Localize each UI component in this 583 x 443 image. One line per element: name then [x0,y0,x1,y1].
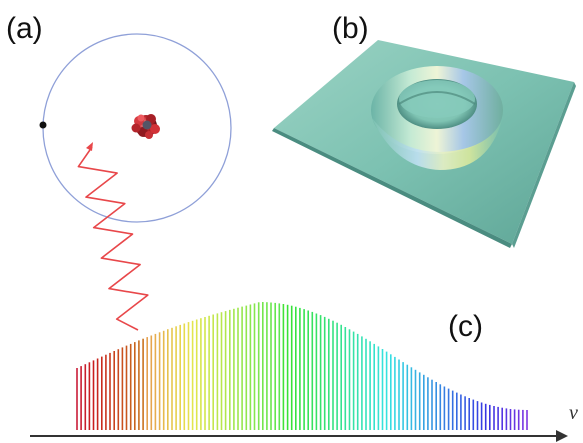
spectrum-comb [76,302,528,430]
panel-label-c: (c) [448,310,483,343]
trap-potential-surface [272,40,576,248]
frequency-axis [30,430,568,442]
panel-label-a: (a) [6,12,43,45]
frequency-axis-label: ν [569,402,578,424]
atom-diagram [39,33,232,331]
photon-arrowhead [86,142,93,151]
electron [39,121,47,129]
nucleus [131,114,160,139]
emitted-photon-wave [77,146,149,331]
panel-label-b: (b) [332,12,369,45]
